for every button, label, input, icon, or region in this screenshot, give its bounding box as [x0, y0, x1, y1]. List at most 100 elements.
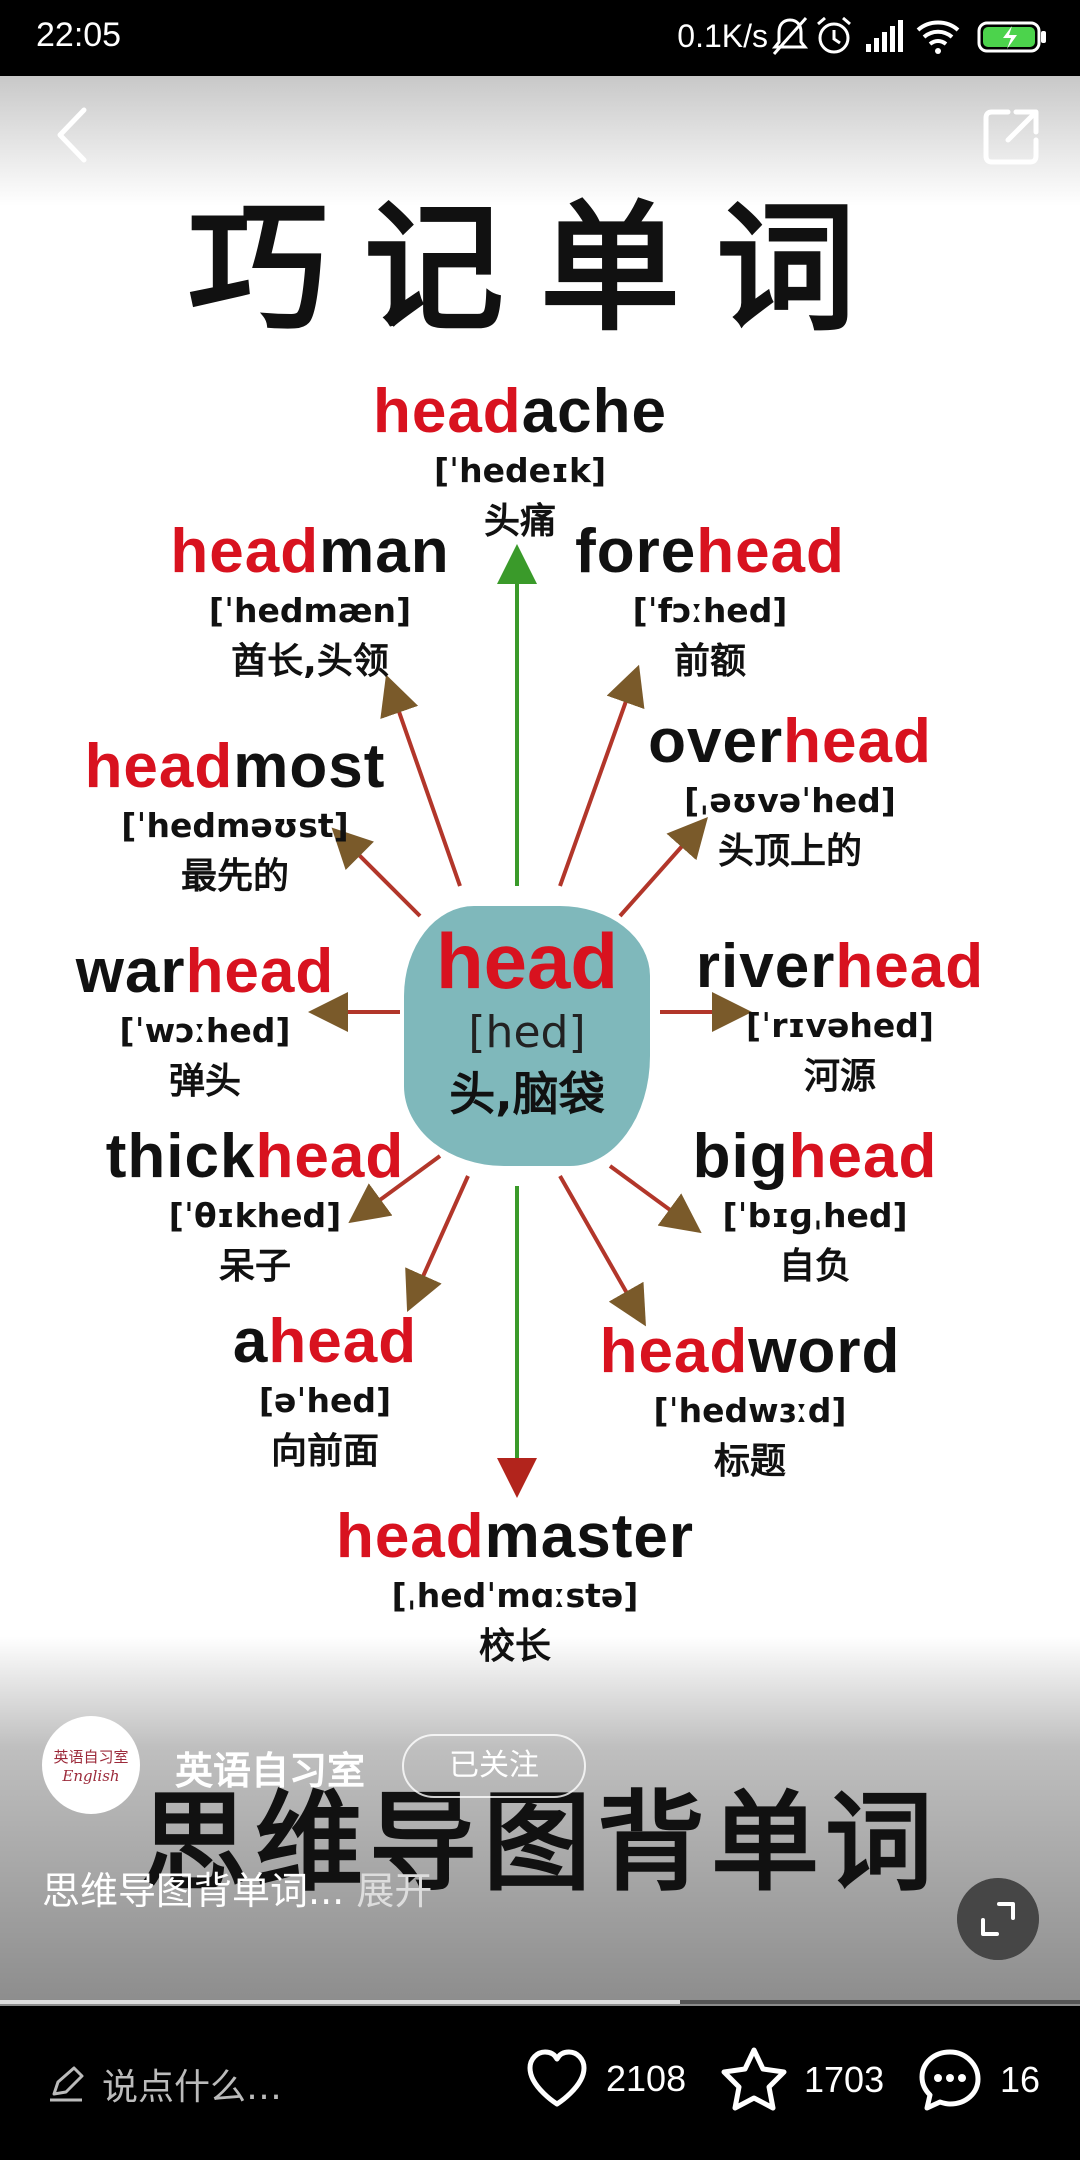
word-phonetic: [ˈfɔːhed]	[632, 591, 788, 630]
word-node-overhead: overhead [ˌəʊvəˈhed] 头顶上的	[630, 706, 950, 874]
word-phonetic: [ˈbɪɡˌhed]	[722, 1196, 908, 1235]
word-phonetic: [ˌhedˈmɑːstə]	[391, 1576, 639, 1615]
battery-charging-icon	[977, 21, 1046, 53]
word-red-part: head	[268, 1307, 418, 1376]
share-icon[interactable]	[978, 104, 1044, 170]
favorite-button[interactable]: 1703	[718, 2044, 884, 2116]
word-meaning: 向前面	[270, 1431, 379, 1472]
like-button[interactable]: 2108	[522, 2044, 686, 2114]
word-phonetic: [ˈhedməʊst]	[121, 806, 349, 845]
comment-input[interactable]: 说点什么…	[46, 2054, 282, 2114]
word-phonetic: [ˈhedmæn]	[208, 591, 412, 630]
word-node-headache: headache [ˈhedeɪk] 头痛	[320, 376, 720, 544]
mute-bell-icon	[771, 17, 809, 55]
star-icon	[721, 2047, 787, 2111]
word-red-part: head	[696, 517, 845, 586]
word-node-headword: headword [ˈhedwɜːd] 标题	[590, 1316, 910, 1484]
description-text: 思维导图背单词...	[42, 1869, 345, 1913]
word-meaning: 酋长,头领	[231, 641, 389, 682]
image-title: 巧记单词	[187, 188, 892, 351]
image-subtitle: 思维导图背单词	[140, 1781, 939, 1906]
arrows-diagram	[308, 544, 752, 1498]
word-red-part: head	[170, 517, 320, 586]
word-meaning: 头痛	[483, 501, 556, 542]
avatar-text-en: English	[62, 1766, 120, 1785]
center-word: head	[435, 917, 619, 1005]
word-black-part: word	[748, 1317, 901, 1386]
center-meaning: 头,脑袋	[449, 1067, 605, 1121]
word-red-part: head	[788, 1122, 938, 1191]
word-meaning: 最先的	[180, 856, 289, 897]
comment-placeholder: 说点什么…	[102, 2067, 283, 2108]
word-node-forehead: forehead [ˈfɔːhed] 前额	[560, 516, 860, 684]
word-red-part: head	[372, 377, 522, 446]
comment-bubble-icon	[919, 2049, 981, 2111]
word-meaning: 呆子	[218, 1246, 291, 1287]
center-phonetic: [hed]	[468, 1007, 586, 1058]
word-black-part: thick	[105, 1122, 256, 1191]
center-blob	[404, 906, 650, 1166]
post-image: 巧记单词 headache [ˈhedeɪk] 头痛 forehead [ˈfɔ…	[0, 76, 1080, 2006]
word-phonetic: [ˈhedeɪk]	[433, 451, 607, 490]
word-red-part: head	[84, 732, 234, 801]
word-black-part: ache	[521, 377, 668, 446]
status-time: 22:05	[36, 16, 122, 54]
word-phonetic: [ˈθɪkhed]	[168, 1196, 342, 1235]
favorite-count: 1703	[804, 2059, 885, 2100]
avatar-text: 英语自习室	[53, 1747, 129, 1766]
word-black-part: war	[75, 937, 186, 1006]
wifi-icon	[916, 20, 960, 54]
heart-icon	[527, 2049, 587, 2107]
word-black-part: a	[232, 1307, 269, 1376]
word-black-part: big	[692, 1122, 789, 1191]
word-black-part: over	[648, 707, 784, 776]
post-description[interactable]: 思维导图背单词... 展开	[42, 1860, 432, 1915]
word-red-part: head	[835, 932, 985, 1001]
word-node-headman: headman [ˈhedmæn] 酋长,头领	[145, 516, 475, 684]
back-arrow-icon[interactable]	[40, 100, 110, 170]
comment-count: 16	[1000, 2059, 1041, 2100]
fullscreen-icon[interactable]	[957, 1878, 1039, 1960]
bottom-gradient	[0, 1636, 1080, 2006]
word-black-part: fore	[575, 517, 697, 586]
word-red-part: head	[783, 707, 932, 776]
word-node-headmost: headmost [ˈhedməʊst] 最先的	[70, 731, 400, 899]
word-node-headmaster: headmaster [ˌhedˈmɑːstə] 校长	[310, 1501, 720, 1669]
word-phonetic: [ˌəʊvəˈhed]	[684, 781, 896, 820]
alarm-icon	[817, 16, 851, 54]
center-word-node: head [hed] 头,脑袋	[404, 916, 650, 1124]
pencil-icon	[50, 2066, 84, 2102]
word-meaning: 前额	[673, 641, 746, 682]
like-count: 2108	[606, 2058, 687, 2099]
bottom-bar: 说点什么… 2108 1703 16	[0, 2006, 1080, 2160]
word-meaning: 弹头	[168, 1061, 241, 1102]
author-name[interactable]: 英语自习室	[175, 1749, 366, 1793]
word-meaning: 自负	[778, 1246, 851, 1287]
word-phonetic: [ˈrɪvəhed]	[746, 1006, 934, 1045]
word-phonetic: [əˈhed]	[258, 1381, 392, 1420]
word-black-part: river	[695, 932, 836, 1001]
word-node-bighead: bighead [ˈbɪɡˌhed] 自负	[680, 1121, 950, 1289]
top-gradient	[0, 76, 1080, 206]
word-node-thickhead: thickhead [ˈθɪkhed] 呆子	[95, 1121, 415, 1289]
comment-button[interactable]: 16	[914, 2044, 1040, 2116]
word-node-riverhead: riverhead [ˈrɪvəhed] 河源	[680, 931, 1000, 1099]
status-bar: 22:05 0.1K/s	[0, 0, 1080, 76]
word-phonetic: [ˈhedwɜːd]	[653, 1391, 847, 1430]
network-speed: 0.1K/s	[677, 18, 768, 54]
word-red-part: head	[335, 1502, 485, 1571]
word-phonetic: [ˈwɔːhed]	[119, 1011, 291, 1050]
progress-fill	[0, 2000, 681, 2004]
word-red-part: head	[255, 1122, 405, 1191]
word-meaning: 头顶上的	[717, 831, 862, 872]
expand-link[interactable]: 展开	[356, 1869, 433, 1913]
word-red-part: head	[599, 1317, 749, 1386]
follow-button[interactable]: 已关注	[402, 1734, 586, 1798]
word-meaning: 标题	[713, 1441, 786, 1482]
author-avatar[interactable]: 英语自习室 English	[42, 1716, 140, 1814]
word-meaning: 校长	[310, 1617, 720, 1669]
signal-icon	[866, 20, 903, 52]
word-node-ahead: ahead [əˈhed] 向前面	[220, 1306, 430, 1474]
word-black-part: man	[319, 517, 450, 586]
video-progress-bar[interactable]	[0, 2000, 1080, 2004]
